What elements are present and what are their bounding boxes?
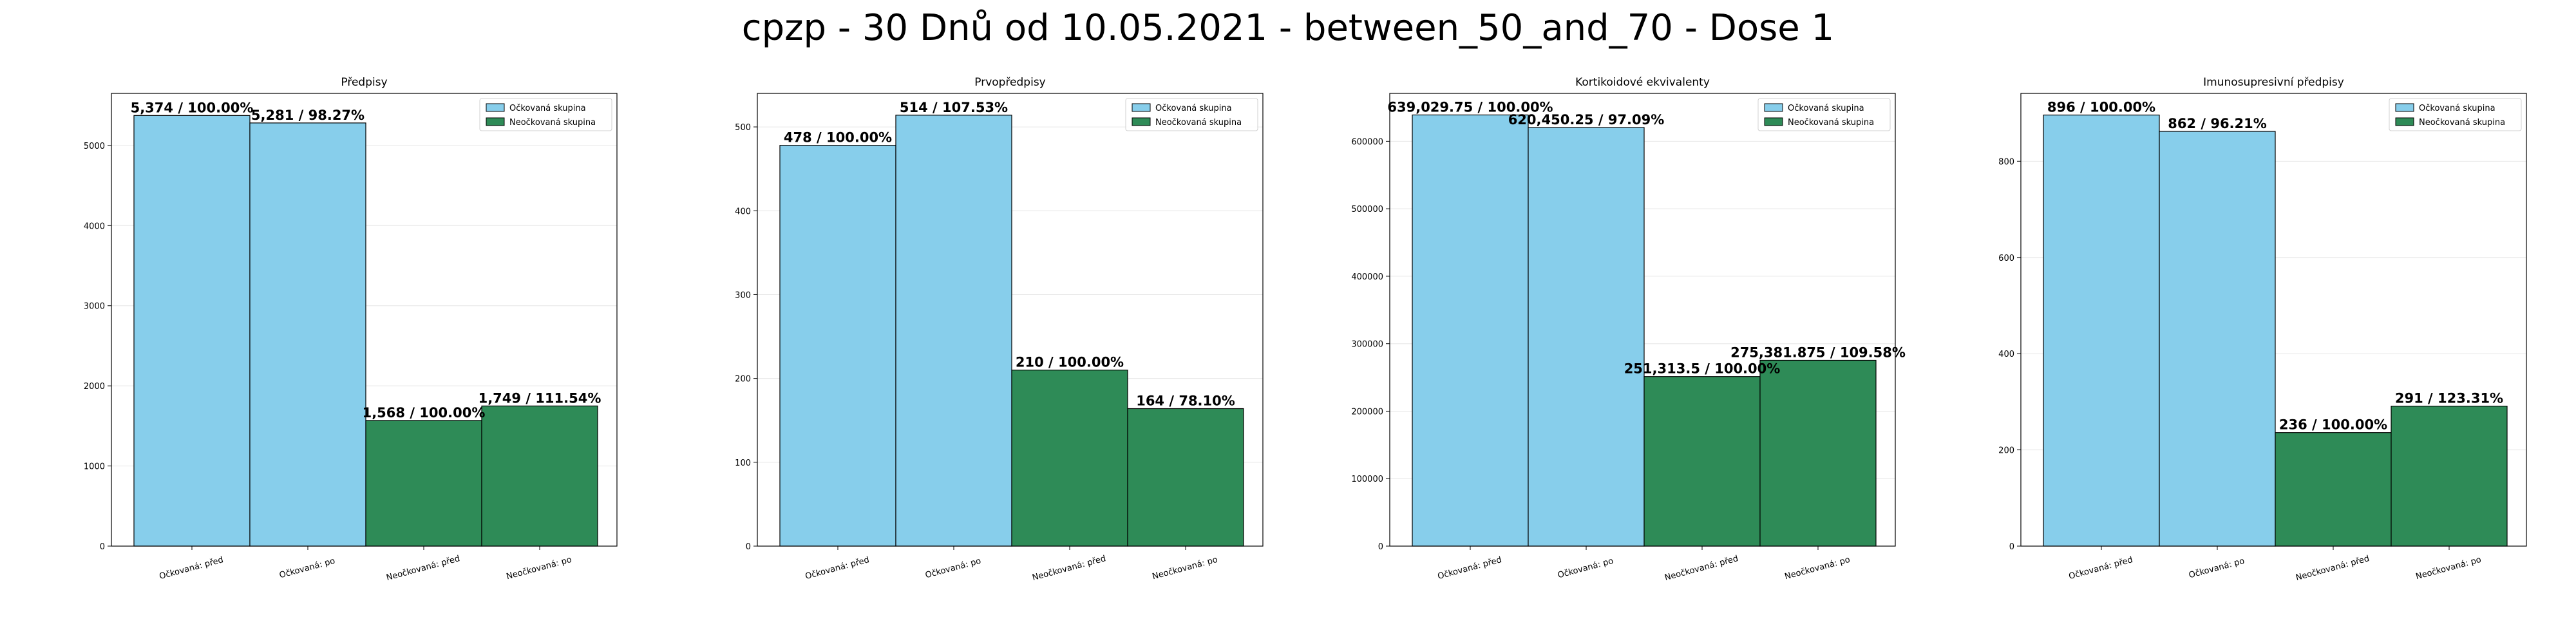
bar-4 <box>481 405 598 547</box>
legend: Očkovaná skupina Neočkovaná skupina <box>1125 98 1258 131</box>
legend: Očkovaná skupina Neočkovaná skupina <box>1757 98 1891 131</box>
y-tick-label: 400 <box>1998 350 2014 359</box>
axes-frame <box>757 93 1264 547</box>
bar-value-label: 620,450.25 / 97.09% <box>1508 112 1665 128</box>
y-tick-label: 400000 <box>1351 272 1383 282</box>
legend-box <box>1125 98 1258 131</box>
bar-1 <box>2043 115 2160 547</box>
bar-4 <box>1759 359 1877 547</box>
bar-3 <box>1643 376 1761 547</box>
y-tick-label: 200 <box>1998 446 2014 456</box>
y-tick-label: 500000 <box>1351 205 1383 214</box>
y-tick-label: 200000 <box>1351 407 1383 417</box>
y-tick-label: 1000 <box>84 462 105 472</box>
bar-value-label: 862 / 96.21% <box>2168 116 2267 131</box>
axes-frame <box>1389 93 1896 547</box>
bar-3 <box>1011 370 1128 547</box>
legend-label: Očkovaná skupina <box>1788 104 1864 113</box>
subplot-2: Prvopředpisy 0 100 200 300 400 500 478 / 100.00… <box>735 76 1264 583</box>
bar-3 <box>365 420 482 547</box>
bar-2 <box>249 122 366 547</box>
legend-swatch <box>1132 103 1151 112</box>
legend-box <box>1757 98 1891 131</box>
bar-3 <box>2275 432 2392 547</box>
subplot-title: Prvopředpisy <box>974 76 1046 89</box>
legend-box <box>479 98 612 131</box>
legend-label: Očkovaná skupina <box>1155 104 1232 113</box>
legend-label: Očkovaná skupina <box>2419 104 2496 113</box>
legend-label: Neočkovaná skupina <box>509 118 596 128</box>
bar-2 <box>895 115 1012 547</box>
legend-swatch <box>1764 117 1783 126</box>
legend-swatch <box>2395 103 2414 112</box>
bar-value-label: 236 / 100.00% <box>2279 417 2387 433</box>
bar-4 <box>1127 408 1244 547</box>
bar-2 <box>2159 131 2276 547</box>
bar-value-label: 210 / 100.00% <box>1016 355 1124 370</box>
y-tick-label: 200 <box>735 375 751 384</box>
y-tick-label: 400 <box>735 207 751 216</box>
figure-title: cpzp - 30 Dnů od 10.05.2021 - between_50… <box>742 7 1834 49</box>
subplot-1: Předpisy 0 1000 2000 3000 4000 5000 5,374 / 100… <box>84 76 618 583</box>
bar-1 <box>779 145 896 547</box>
y-tick-label: 300 <box>735 290 751 300</box>
legend-label: Neočkovaná skupina <box>1155 118 1242 128</box>
bar-4 <box>2391 406 2508 547</box>
bar-value-label: 275,381.875 / 109.58% <box>1730 345 1906 360</box>
legend-label: Očkovaná skupina <box>509 104 586 113</box>
bar-1 <box>133 115 251 547</box>
y-tick-label: 0 <box>1378 542 1383 552</box>
y-tick-label: 500 <box>735 123 751 133</box>
y-tick-label: 100 <box>735 459 751 468</box>
legend-label: Neočkovaná skupina <box>2419 118 2505 128</box>
y-tick-label: 0 <box>2009 542 2014 552</box>
legend-box <box>2389 98 2522 131</box>
legend-label: Neočkovaná skupina <box>1788 118 1874 128</box>
y-tick-label: 0 <box>100 542 105 552</box>
y-tick-label: 0 <box>746 542 751 552</box>
legend-swatch <box>2395 117 2414 126</box>
bar-value-label: 896 / 100.00% <box>2047 100 2155 115</box>
bar-value-label: 251,313.5 / 100.00% <box>1624 361 1781 377</box>
y-tick-label: 300000 <box>1351 340 1383 350</box>
bar-value-label: 1,749 / 111.54% <box>478 390 601 406</box>
legend-swatch <box>486 117 505 126</box>
bar-value-label: 5,281 / 98.27% <box>251 108 365 123</box>
bar-value-label: 1,568 / 100.00% <box>363 405 486 421</box>
bar-value-label: 5,374 / 100.00% <box>131 100 254 115</box>
y-tick-label: 3000 <box>84 302 105 312</box>
bar-value-label: 478 / 100.00% <box>784 130 892 146</box>
bar-2 <box>1528 127 1645 547</box>
y-tick-label: 4000 <box>84 222 105 231</box>
bar-1 <box>1412 114 1529 547</box>
y-tick-label: 600 <box>1998 254 2014 263</box>
legend-swatch <box>1132 117 1151 126</box>
subplot-title: Imunosupresivní předpisy <box>2203 76 2344 89</box>
axes-frame <box>2020 93 2527 547</box>
y-tick-label: 100000 <box>1351 475 1383 484</box>
legend: Očkovaná skupina Neočkovaná skupina <box>2389 98 2522 131</box>
subplot-title: Kortikoidové ekvivalenty <box>1575 76 1710 89</box>
axes-frame <box>111 93 618 547</box>
y-tick-label: 600000 <box>1351 137 1383 147</box>
legend-swatch <box>1764 103 1783 112</box>
bar-value-label: 291 / 123.31% <box>2395 391 2503 406</box>
bar-value-label: 514 / 107.53% <box>900 100 1008 115</box>
subplot-title: Předpisy <box>341 76 387 89</box>
bar-value-label: 164 / 78.10% <box>1136 393 1235 408</box>
legend-swatch <box>486 103 505 112</box>
y-tick-label: 800 <box>1998 157 2014 167</box>
legend: Očkovaná skupina Neočkovaná skupina <box>479 98 612 131</box>
y-tick-label: 5000 <box>84 142 105 151</box>
bar-value-label: 639,029.75 / 100.00% <box>1387 99 1553 115</box>
y-tick-label: 2000 <box>84 382 105 392</box>
